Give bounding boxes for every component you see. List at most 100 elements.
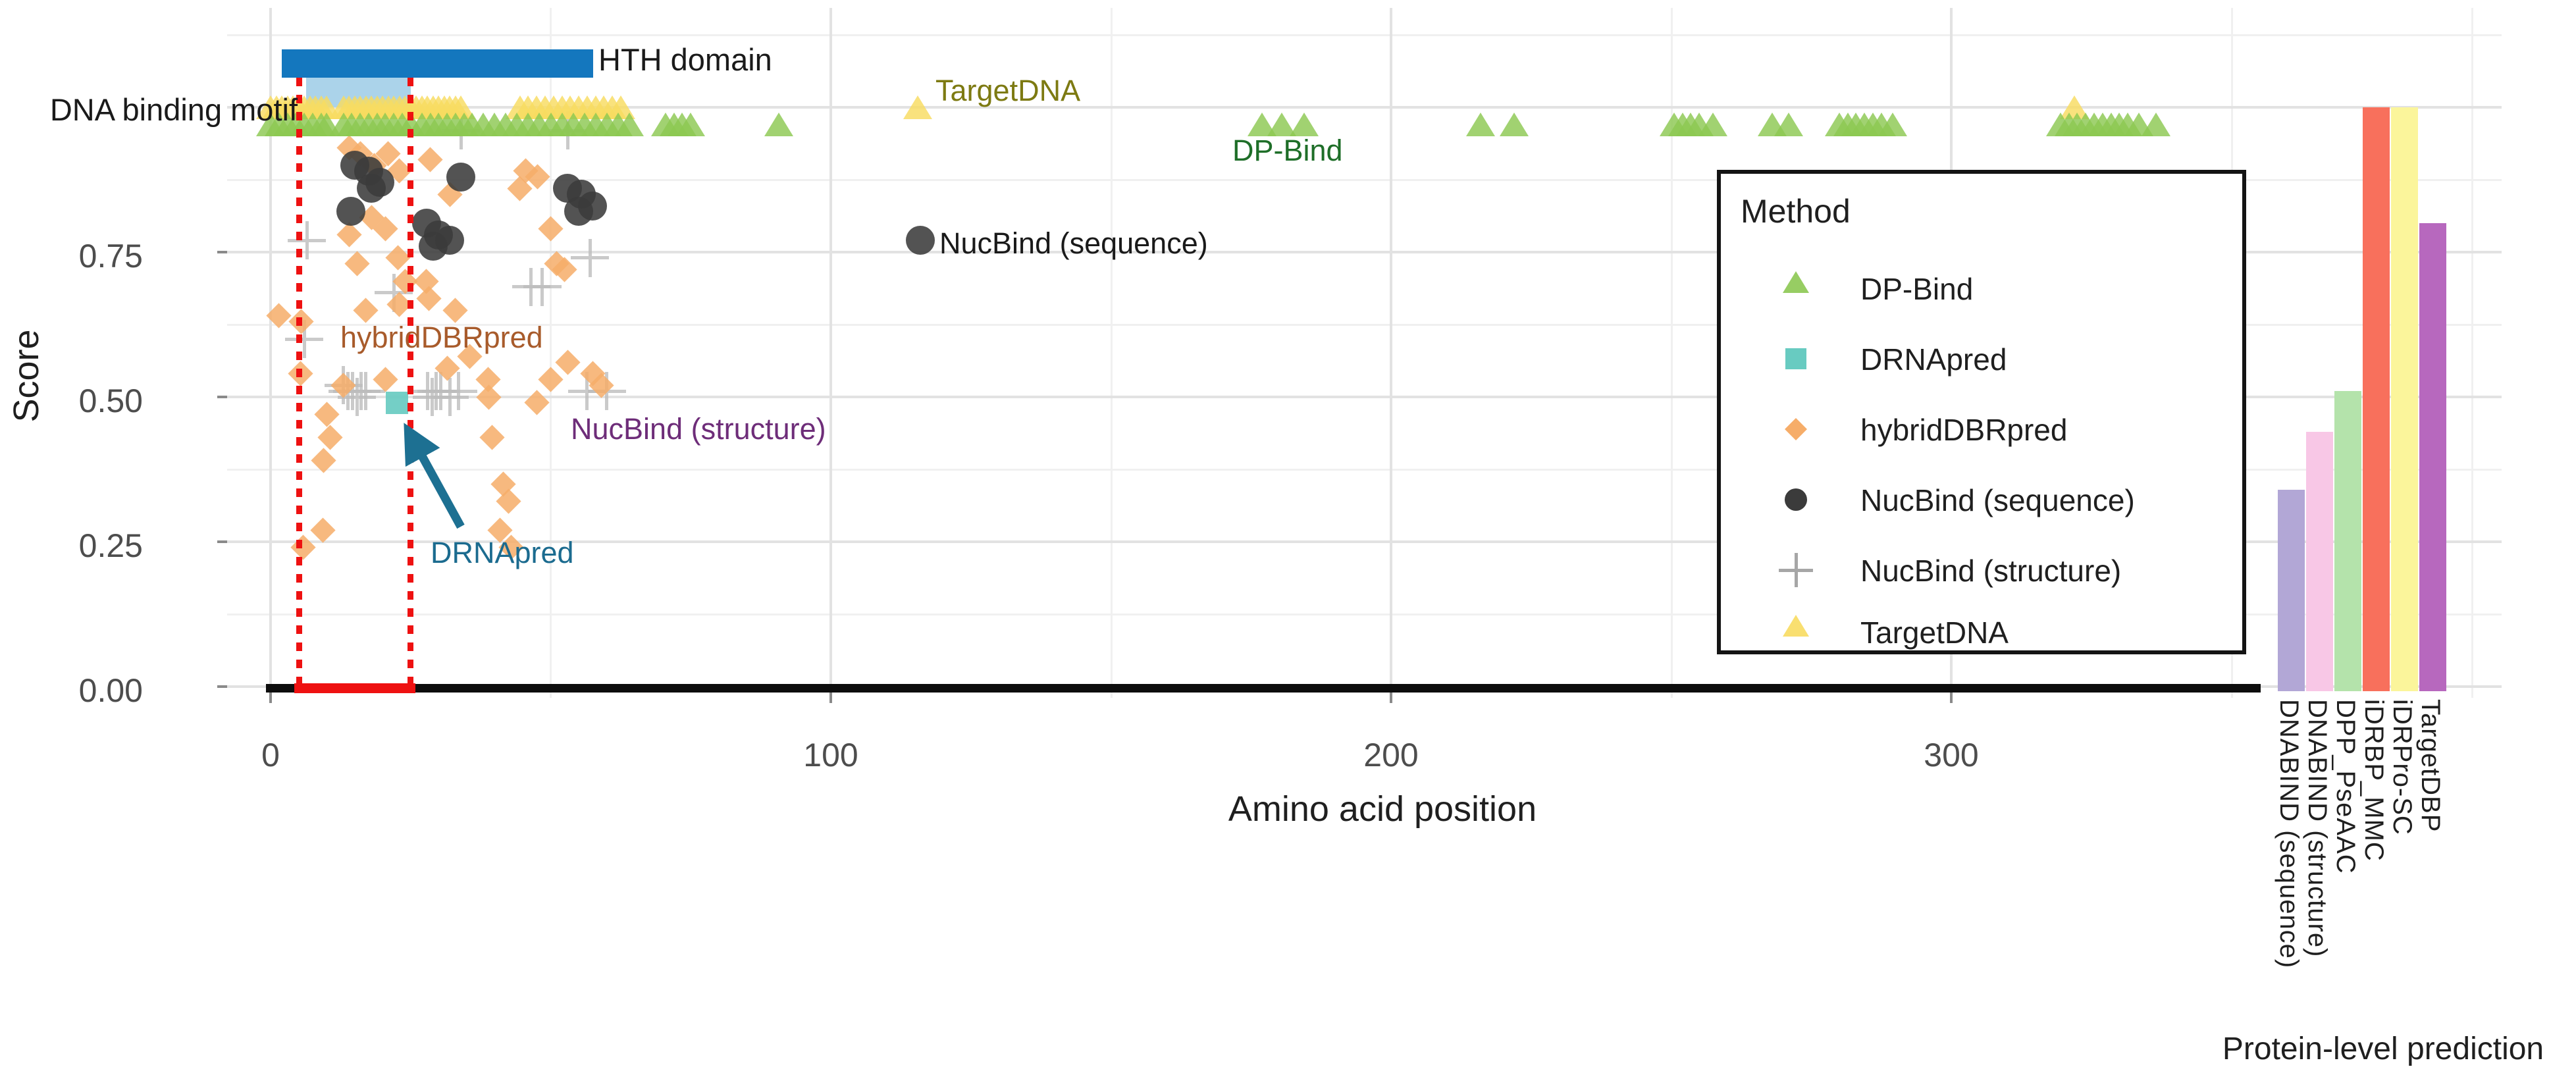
x-tick-label: 200 <box>1363 737 1419 773</box>
x-axis-line <box>266 684 2261 693</box>
y-axis-title: Score <box>7 329 46 423</box>
protein-bar-label: DNABIND (structure) <box>2303 699 2332 958</box>
dp-bind-label: DP-Bind <box>1232 134 1343 168</box>
hybriddbrpred-point <box>385 245 411 271</box>
protein-bar-idrpro-sc <box>2391 107 2418 691</box>
protein-bar-targetdbp <box>2419 223 2446 691</box>
nucbind-structure-point <box>346 372 385 411</box>
dna-binding-motif-label: DNA binding motif <box>49 92 298 128</box>
hybriddbrpred-point <box>538 367 564 392</box>
drnapred-point <box>386 391 409 414</box>
dp-bind-point <box>676 113 706 137</box>
nucbind-sequence-legend-icon <box>1785 488 1807 511</box>
dp-bind-point <box>1466 113 1496 137</box>
nucbind-sequence-label: NucBind (sequence) <box>939 226 1208 261</box>
plus-v <box>305 221 309 260</box>
hybriddbrpred-point <box>336 222 362 248</box>
hybriddbrpred-label: hybridDBRpred <box>340 321 543 355</box>
nucbind-structure-point <box>285 320 324 358</box>
motif-boundary-line <box>296 78 302 694</box>
dp-bind-point <box>614 113 644 137</box>
legend-item-label: DRNApred <box>1860 342 2007 377</box>
nucbind-sequence-point <box>357 174 386 203</box>
gridline-major <box>1390 8 1392 698</box>
plus-v <box>456 372 460 411</box>
nucbind-structure-legend-icon <box>1779 553 1813 587</box>
nucbind-structure-point <box>338 378 377 416</box>
hybriddbrpred-point <box>524 390 550 415</box>
protein-bar-label: DNABIND (sequence) <box>2274 699 2303 969</box>
x-tick-label: 0 <box>261 737 280 773</box>
targetdna-point <box>903 95 932 119</box>
gridline-major <box>227 251 2502 253</box>
hth-domain-label: HTH domain <box>598 42 772 78</box>
legend-item-label: hybridDBRpred <box>1860 413 2068 447</box>
dp-bind-point <box>764 113 793 137</box>
nucbind-structure-point <box>523 267 562 306</box>
gridline-minor <box>2471 8 2473 698</box>
protein-level-axis-label: Protein-level prediction <box>2222 1032 2544 1066</box>
plus-v <box>302 320 306 358</box>
hybriddbrpred-legend-icon <box>1785 418 1807 440</box>
targetdna-label: TargetDNA <box>935 74 1081 108</box>
nucbind-structure-point <box>288 221 327 260</box>
gridline-minor <box>227 323 2502 326</box>
x-axis-title: Amino acid position <box>1228 789 1537 829</box>
plus-v <box>392 273 396 312</box>
y-axis-tick <box>217 685 227 688</box>
hybriddbrpred-point <box>317 425 343 450</box>
nucbind-structure-point <box>431 378 469 416</box>
nucbind-sequence-point <box>336 197 365 226</box>
protein-bar-idrbp-mmc <box>2363 107 2390 691</box>
protein-bar-label: DPP_PseAAC <box>2331 699 2360 874</box>
motif-boundary-line <box>407 78 414 694</box>
x-axis-tick <box>829 693 832 703</box>
gridline-minor <box>227 613 2502 615</box>
nucbind-sequence-point <box>418 232 448 261</box>
hybriddbrpred-point <box>416 286 442 311</box>
legend-item-label: NucBind (structure) <box>1860 554 2122 588</box>
plus-v <box>448 378 452 416</box>
gridline-major <box>227 106 2502 109</box>
y-tick-label: 0.75 <box>78 238 143 275</box>
targetdna-legend-icon <box>1783 615 1809 637</box>
plus-v <box>355 378 359 416</box>
y-tick-label: 0.00 <box>78 672 143 709</box>
hth-domain-bar <box>282 49 594 78</box>
drnapred-legend-icon <box>1785 348 1806 369</box>
y-axis-tick <box>217 540 227 543</box>
protein-bar-label: TargetDBP <box>2416 699 2445 833</box>
protein-bar-label: iDRBP_MMC <box>2359 699 2388 862</box>
dp-bind-point <box>1290 113 1319 137</box>
hybriddbrpred-point <box>310 517 336 543</box>
hybriddbrpred-point <box>344 251 370 276</box>
y-tick-label: 0.50 <box>78 382 143 419</box>
dp-bind-point <box>1698 113 1728 137</box>
gridline-minor <box>1110 8 1113 698</box>
gridline-minor <box>1670 8 1673 698</box>
y-axis-tick <box>217 251 227 253</box>
dp-bind-point <box>2141 113 2170 137</box>
protein-bar-dnabind-structure <box>2306 431 2333 691</box>
drnapred-label: DRNApred <box>431 536 574 570</box>
plus-v <box>1794 553 1798 587</box>
hybriddbrpred-point <box>554 350 581 375</box>
dp-bind-legend-icon <box>1783 271 1809 293</box>
dp-bind-point <box>1774 113 1804 137</box>
x-tick-label: 100 <box>803 737 858 773</box>
legend-item-label: TargetDNA <box>1860 615 2009 650</box>
plus-v <box>364 372 368 411</box>
legend-item-label: DP-Bind <box>1860 272 1974 306</box>
x-axis-tick <box>1390 693 1392 703</box>
y-axis-tick <box>217 396 227 398</box>
gridline-minor <box>227 178 2502 181</box>
gridline-minor <box>227 34 2502 36</box>
hybriddbrpred-point <box>479 425 506 450</box>
gridline-major <box>269 8 272 698</box>
nucbind-sequence-point <box>564 197 594 226</box>
x-axis-tick <box>1950 693 1953 703</box>
protein-bar-dpp-pseaac <box>2334 391 2361 691</box>
dp-bind-point <box>1500 113 1529 137</box>
hybriddbrpred-point <box>290 535 316 560</box>
